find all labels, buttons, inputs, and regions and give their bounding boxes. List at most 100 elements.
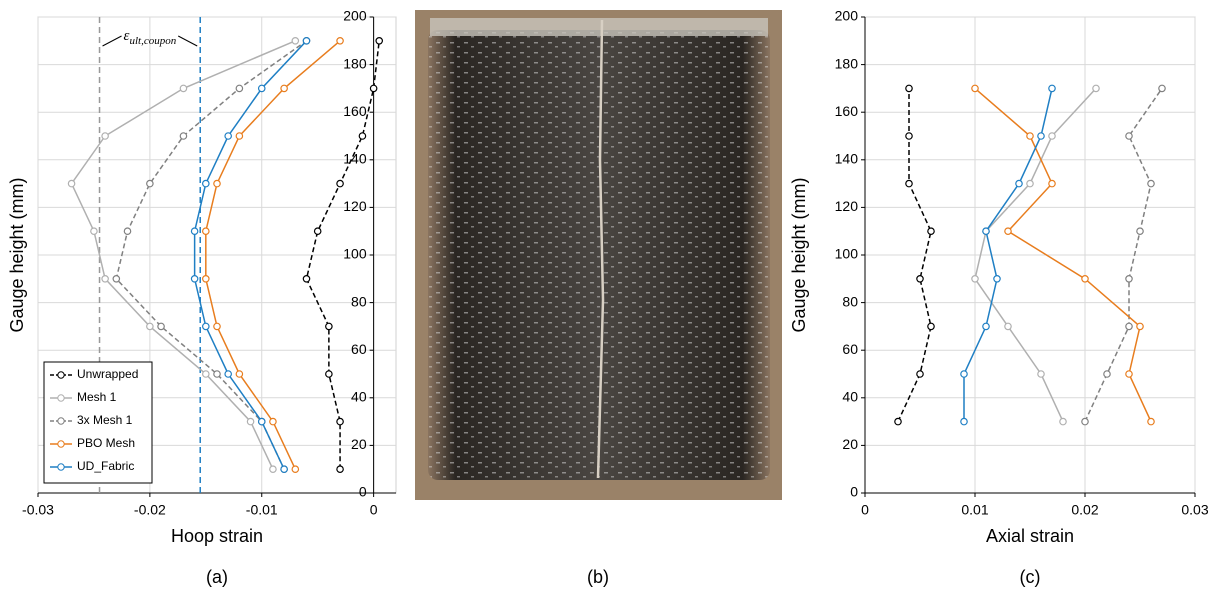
data-point [225,371,231,377]
data-point [147,323,153,329]
data-point [1093,85,1099,91]
data-point [1148,418,1154,424]
y-axis-title: Gauge height (mm) [7,177,27,332]
y-tick-label: 20 [351,436,367,452]
data-point [961,418,967,424]
page: (b) 020406080100120140160180200-0.03-0.0… [0,0,1229,608]
data-point [337,466,343,472]
y-tick-label: 0 [850,484,858,500]
data-point [906,180,912,186]
data-point [113,276,119,282]
y-tick-label: 160 [343,103,367,119]
data-point [303,38,309,44]
data-point [983,323,989,329]
data-point [337,38,343,44]
data-point [376,38,382,44]
data-point [1137,228,1143,234]
y-tick-label: 200 [835,8,859,24]
data-point [1126,133,1132,139]
y-tick-label: 40 [842,389,858,405]
data-point [337,180,343,186]
data-point [1027,133,1033,139]
data-point [1137,323,1143,329]
y-tick-label: 200 [343,8,367,24]
legend-label: 3x Mesh 1 [77,413,133,427]
data-point [102,276,108,282]
y-tick-label: 80 [351,293,367,309]
y-tick-label: 20 [842,436,858,452]
data-point [1126,323,1132,329]
data-point [281,85,287,91]
y-tick-label: 80 [842,293,858,309]
data-point [203,323,209,329]
y-tick-label: 100 [835,246,859,262]
data-point [203,180,209,186]
data-point [972,276,978,282]
legend-label: Mesh 1 [77,390,117,404]
data-point [259,418,265,424]
legend-marker [58,418,64,424]
data-point [1005,228,1011,234]
data-point [994,276,1000,282]
data-point [359,133,365,139]
y-tick-label: 140 [835,151,859,167]
legend-label: Unwrapped [77,367,138,381]
data-point [1060,418,1066,424]
y-tick-label: 60 [351,341,367,357]
data-point [1005,323,1011,329]
x-tick-label: -0.03 [22,502,54,518]
data-point [247,418,253,424]
y-axis-title: Gauge height (mm) [789,177,809,332]
data-point [337,418,343,424]
data-point [270,466,276,472]
data-point [1126,276,1132,282]
data-point [1038,133,1044,139]
data-point [203,371,209,377]
data-point [906,133,912,139]
data-point [1126,371,1132,377]
x-axis-title: Axial strain [986,526,1074,546]
data-point [225,133,231,139]
data-point [147,180,153,186]
data-point [124,228,130,234]
annotation-subscript: ult,coupon [129,35,176,47]
data-point [895,418,901,424]
data-point [270,418,276,424]
data-point [972,85,978,91]
data-point [917,276,923,282]
data-point [1104,371,1110,377]
data-point [236,133,242,139]
y-tick-label: 100 [343,246,367,262]
data-point [203,276,209,282]
data-point [236,85,242,91]
data-point [1159,85,1165,91]
data-point [158,323,164,329]
data-point [91,228,97,234]
x-tick-label: 0.01 [961,502,988,518]
data-point [1148,180,1154,186]
data-point [314,228,320,234]
data-point [191,228,197,234]
annotation-arrow [178,36,197,46]
data-point [961,371,967,377]
data-point [214,371,220,377]
data-point [292,38,298,44]
legend-marker [58,372,64,378]
data-point [236,371,242,377]
y-tick-label: 60 [842,341,858,357]
data-point [928,323,934,329]
data-point [68,180,74,186]
data-point [281,466,287,472]
data-point [292,466,298,472]
x-tick-label: -0.02 [134,502,166,518]
panel-label: (a) [206,567,228,587]
data-point [983,228,989,234]
data-point [214,180,220,186]
x-tick-label: 0 [370,502,378,518]
data-point [180,133,186,139]
data-point [1082,418,1088,424]
x-tick-label: 0.03 [1181,502,1208,518]
data-point [1027,180,1033,186]
y-tick-label: 0 [359,484,367,500]
x-tick-label: -0.01 [246,502,278,518]
